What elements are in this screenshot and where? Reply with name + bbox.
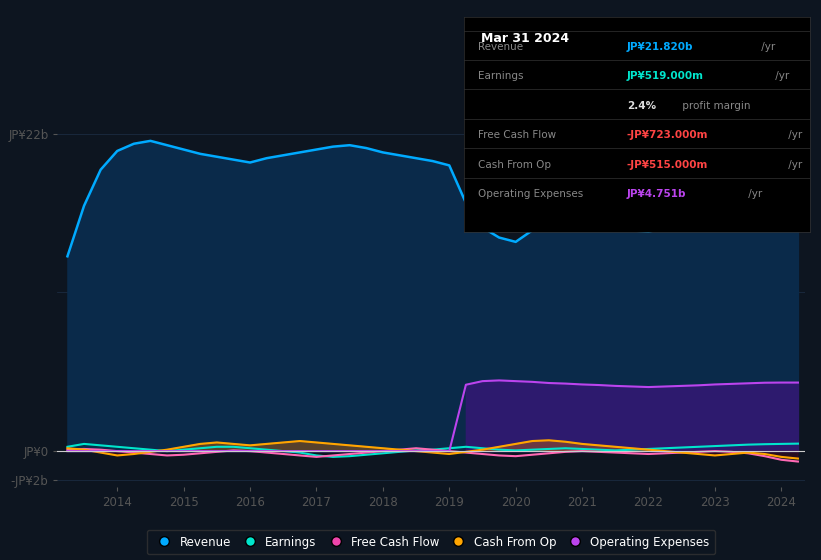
Text: JP¥21.820b: JP¥21.820b: [626, 42, 693, 52]
Text: JP¥4.751b: JP¥4.751b: [626, 189, 686, 199]
Text: Revenue: Revenue: [478, 42, 523, 52]
Text: 2.4%: 2.4%: [626, 101, 656, 111]
Text: JP¥519.000m: JP¥519.000m: [626, 71, 704, 81]
Text: /yr: /yr: [785, 160, 802, 170]
Legend: Revenue, Earnings, Free Cash Flow, Cash From Op, Operating Expenses: Revenue, Earnings, Free Cash Flow, Cash …: [147, 530, 715, 554]
Text: /yr: /yr: [785, 130, 802, 140]
Text: /yr: /yr: [745, 189, 763, 199]
Text: Operating Expenses: Operating Expenses: [478, 189, 583, 199]
Text: Earnings: Earnings: [478, 71, 523, 81]
Text: profit margin: profit margin: [679, 101, 751, 111]
Text: -JP¥723.000m: -JP¥723.000m: [626, 130, 709, 140]
Text: /yr: /yr: [772, 71, 789, 81]
Text: Cash From Op: Cash From Op: [478, 160, 551, 170]
Text: /yr: /yr: [759, 42, 776, 52]
Text: Mar 31 2024: Mar 31 2024: [481, 32, 569, 45]
Text: Free Cash Flow: Free Cash Flow: [478, 130, 556, 140]
Text: -JP¥515.000m: -JP¥515.000m: [626, 160, 708, 170]
